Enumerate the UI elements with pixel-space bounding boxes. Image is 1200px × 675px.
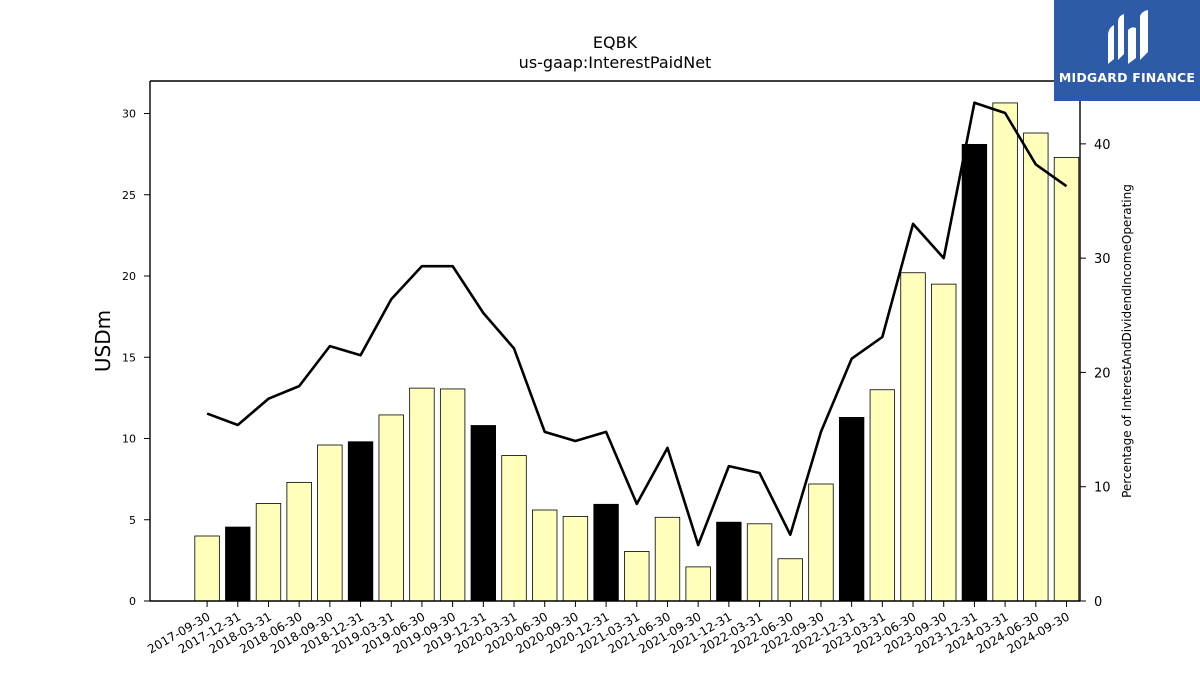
y-tick-label: 0 [129,595,136,608]
bar-series [194,102,1080,602]
brand-name: MIDGARD FINANCE [1058,70,1196,85]
y2-tick-label: 30 [1094,252,1111,267]
bar [624,551,650,602]
bar [501,455,527,602]
bar [255,503,282,602]
bar [746,523,773,602]
y-tick-label: 20 [122,270,136,283]
bar [347,441,374,602]
bar [838,416,865,602]
y-tick-label: 15 [122,351,136,364]
bar [808,483,834,602]
bar [900,272,926,602]
y-tick-label: 10 [122,433,136,446]
y-axis-label: USDm [91,310,115,372]
y-tick-label: 25 [122,189,136,202]
y2-tick-label: 40 [1094,138,1111,153]
y2-tick-label: 0 [1094,595,1102,610]
bar [1023,132,1049,602]
bar [654,516,681,602]
bar [225,526,251,602]
bar [992,102,1018,602]
chart-subtitle: us-gaap:InterestPaidNet [519,53,712,72]
bar [562,516,589,602]
chart-title: EQBK [593,33,638,52]
bar [685,566,711,602]
y-tick-label: 30 [122,108,136,121]
bar [716,521,742,602]
y2-tick-label: 20 [1094,366,1111,381]
bar [194,535,220,602]
y2-tick-label: 10 [1094,481,1111,496]
bar [439,388,466,602]
bar [931,283,957,602]
percentage-line [206,101,1068,547]
bar [286,481,312,602]
bar [532,509,558,602]
y2-axis-label: Percentage of InterestAndDividendIncomeO… [1120,184,1134,498]
midgard-logo-icon [1108,10,1148,64]
bar [961,143,988,602]
bar [1053,156,1080,602]
bar [869,389,896,602]
brand-logo: MIDGARD FINANCE [1054,0,1200,101]
line-series [206,101,1068,547]
bar [470,425,496,602]
bar [593,503,619,602]
bar [378,414,404,602]
bar [777,558,803,602]
y-tick-label: 5 [129,514,136,527]
bar [317,444,343,602]
bar [409,387,435,602]
